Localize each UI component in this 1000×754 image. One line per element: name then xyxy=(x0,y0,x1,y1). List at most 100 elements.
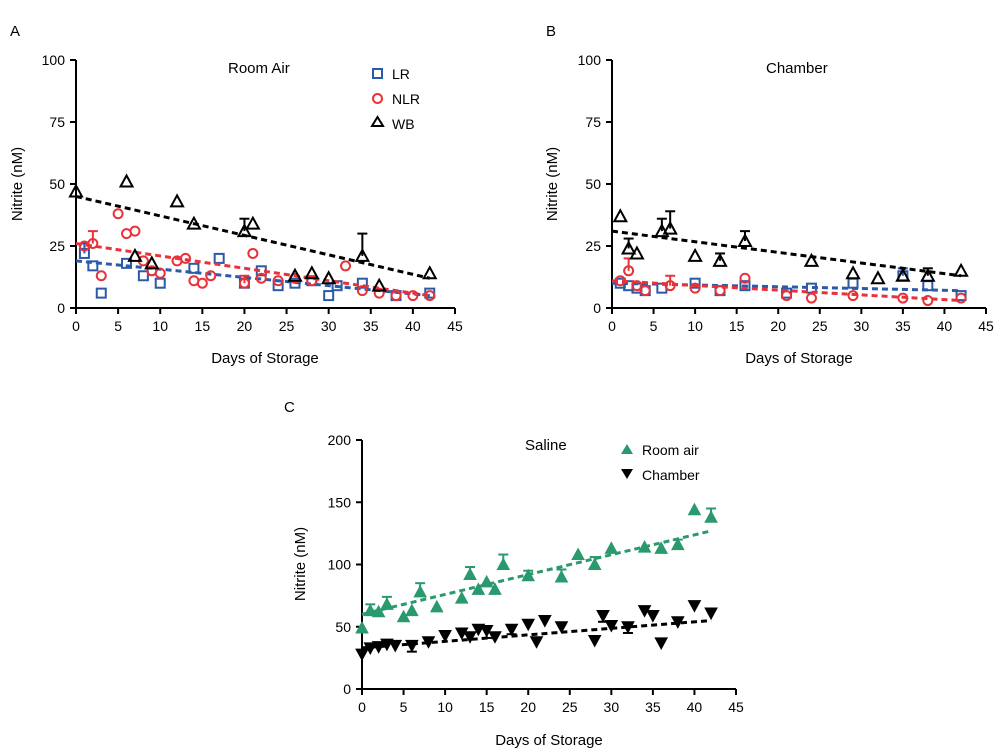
data-point-wb xyxy=(118,173,135,188)
trend-line-nlr xyxy=(75,242,430,298)
data-point-nlr xyxy=(87,238,99,250)
data-point-room-air xyxy=(654,541,669,554)
panel-c-ylabel: Nitrite (nM) xyxy=(292,527,309,601)
x-tick-label: 20 xyxy=(520,699,536,715)
panel-a-chart: 0 5 10 15 20 25 30 35 40 45 0 25 50 75 100 xyxy=(42,52,463,334)
data-point-lr xyxy=(137,270,149,282)
x-tick-label: 15 xyxy=(195,318,211,334)
panel-c-chart: 0 5 10 15 20 25 30 35 40 45 0 50 100 150 200 xyxy=(328,432,744,715)
x-tick-label: 15 xyxy=(479,699,495,715)
data-point-room-air xyxy=(463,567,477,580)
data-point-nlr xyxy=(424,290,436,302)
data-point-nlr xyxy=(689,282,701,294)
data-point-room-air xyxy=(429,599,444,613)
legend-room-air-marker xyxy=(621,444,633,454)
y-tick-label: 0 xyxy=(593,300,601,316)
data-point-chamber xyxy=(529,636,544,649)
panel-b-series-wb xyxy=(611,208,969,285)
trend-line-wb xyxy=(611,229,962,278)
x-tick-label: 40 xyxy=(937,318,953,334)
data-point-room-air xyxy=(405,603,419,617)
data-point-nlr xyxy=(407,290,419,302)
data-point-lr xyxy=(289,277,301,289)
data-point-room-air xyxy=(488,582,502,595)
data-point-nlr xyxy=(805,292,817,304)
panel-c-title: Saline xyxy=(525,437,567,454)
panel-c-series-room-air xyxy=(355,502,718,634)
trend-line-wb xyxy=(75,194,431,280)
data-point-wb xyxy=(68,183,84,198)
data-point-nlr xyxy=(664,280,676,292)
y-tick-label: 150 xyxy=(328,494,352,510)
x-tick-label: 40 xyxy=(405,318,421,334)
legend-lr-marker xyxy=(372,68,383,79)
data-point-wb xyxy=(422,265,438,280)
x-tick-label: 30 xyxy=(854,318,870,334)
x-tick-label: 45 xyxy=(447,318,463,334)
panel-a-xlabel: Days of Storage xyxy=(211,350,319,367)
y-tick-label: 100 xyxy=(328,557,352,573)
panel-label-a: A xyxy=(10,23,20,40)
y-tick-label: 0 xyxy=(343,681,351,697)
data-point-room-air xyxy=(479,574,494,588)
panel-a-legend: LR NLR WB xyxy=(370,66,420,132)
data-point-wb xyxy=(186,215,202,230)
data-point-wb xyxy=(320,270,337,285)
data-point-lr xyxy=(689,277,701,289)
data-point-wb xyxy=(920,267,936,282)
data-point-wb xyxy=(895,267,911,282)
y-tick-label: 75 xyxy=(585,114,601,130)
data-point-wb xyxy=(354,247,371,262)
legend-chamber-marker xyxy=(621,469,633,479)
data-point-wb xyxy=(127,247,143,262)
data-point-nlr xyxy=(356,285,368,297)
data-point-wb xyxy=(953,262,969,277)
panel-c-legend: Room air Chamber xyxy=(621,442,700,483)
data-point-room-air xyxy=(380,597,394,610)
data-point-room-air xyxy=(637,540,652,553)
data-point-room-air xyxy=(521,568,536,582)
data-point-nlr xyxy=(739,272,751,284)
panel-b-title: Chamber xyxy=(766,60,828,77)
panel-b-series-nlr xyxy=(611,257,967,307)
x-tick-label: 35 xyxy=(895,318,911,334)
x-tick-label: 0 xyxy=(72,318,80,334)
data-point-wb xyxy=(629,245,645,260)
data-point-nlr xyxy=(95,270,107,282)
data-point-lr xyxy=(323,290,335,302)
data-point-nlr xyxy=(390,290,402,302)
data-point-room-air xyxy=(454,591,469,604)
x-tick-label: 30 xyxy=(604,699,620,715)
data-point-chamber xyxy=(654,637,669,650)
data-point-chamber xyxy=(687,600,702,613)
data-point-wb xyxy=(612,208,628,223)
y-tick-label: 75 xyxy=(49,114,65,130)
y-tick-label: 0 xyxy=(57,300,65,316)
x-tick-label: 25 xyxy=(562,699,578,715)
data-point-nlr xyxy=(631,280,643,292)
data-point-wb xyxy=(169,193,185,208)
panel-c-xlabel: Days of Storage xyxy=(495,732,603,749)
y-tick-label: 100 xyxy=(578,52,602,68)
data-point-chamber xyxy=(405,639,419,653)
x-tick-label: 40 xyxy=(687,699,703,715)
x-tick-label: 30 xyxy=(321,318,337,334)
data-point-nlr xyxy=(179,252,191,264)
x-tick-label: 10 xyxy=(152,318,168,334)
data-point-chamber xyxy=(388,639,403,653)
panel-a-ylabel: Nitrite (nM) xyxy=(9,147,26,221)
data-point-chamber xyxy=(421,636,436,649)
x-tick-label: 0 xyxy=(608,318,616,334)
data-point-chamber xyxy=(438,629,452,643)
legend-nlr-marker xyxy=(372,93,383,104)
data-point-nlr xyxy=(247,247,259,259)
data-point-room-air xyxy=(587,557,602,570)
data-point-nlr xyxy=(272,275,284,287)
data-point-nlr xyxy=(196,277,208,289)
data-point-lr xyxy=(356,277,368,289)
data-point-chamber xyxy=(504,623,519,637)
data-point-nlr xyxy=(922,295,934,307)
panel-b-ylabel: Nitrite (nM) xyxy=(544,147,561,221)
legend-chamber-label: Chamber xyxy=(642,467,700,483)
data-point-lr xyxy=(154,277,166,289)
